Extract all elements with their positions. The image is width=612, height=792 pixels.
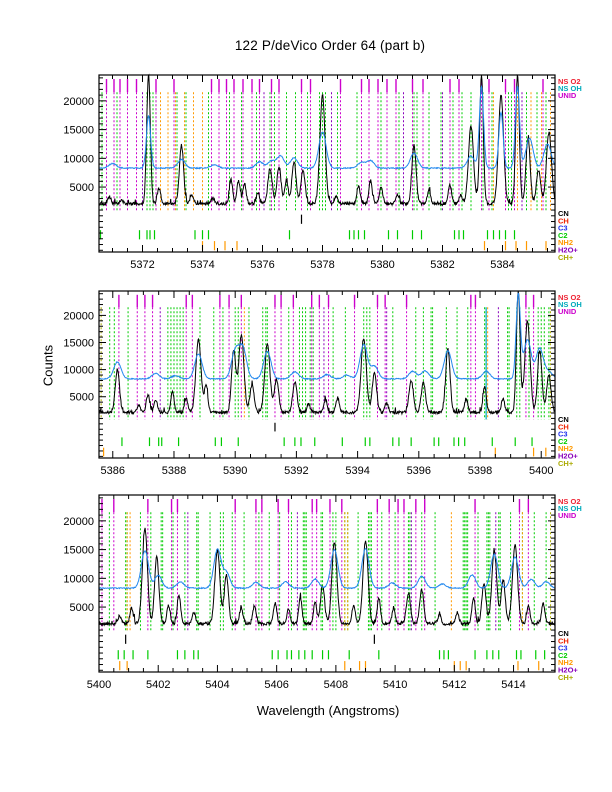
panel-frame: [98, 494, 556, 673]
legend-species-h2o-: H2O+: [558, 452, 578, 461]
spectrum-panel-1: 5372 5374 5376 5378 5380 5382 5384 5000 10000 150…: [63, 73, 582, 271]
x-tick-label: 5404: [205, 679, 229, 691]
legend-ns-o2: NS O2: [558, 77, 581, 86]
x-tick-label: 5374: [190, 259, 214, 271]
legend-ns-oh: NS OH: [558, 300, 582, 309]
reference-spectrum-trace: [98, 84, 556, 170]
spectrum-panel-3: 5400 5402 5404 5406 5408 5410 5412 5414 5000 1000…: [63, 494, 582, 691]
legend-species-nh2: NH2: [558, 658, 573, 667]
comet-spectrum-trace: [98, 291, 556, 416]
x-tick-label: 5408: [324, 679, 348, 691]
x-tick-label: 5392: [284, 465, 308, 477]
comet-spectrum-trace: [98, 73, 556, 207]
legend-species-ch: CH: [558, 216, 569, 225]
y-tick-label: 5000: [70, 392, 94, 404]
legend-species-c2: C2: [558, 231, 568, 240]
x-tick-label: 5378: [310, 259, 334, 271]
legend-ns-o2: NS O2: [558, 293, 581, 302]
legend-species-ch-: CH+: [558, 253, 574, 262]
y-tick-label: 5000: [70, 182, 94, 194]
legend-species-c2: C2: [558, 651, 568, 660]
legend-species-cn: CN: [558, 415, 569, 424]
x-tick-label: 5380: [370, 259, 394, 271]
x-tick-label: 5406: [264, 679, 288, 691]
x-tick-label: 5396: [407, 465, 431, 477]
reference-spectrum-trace: [98, 292, 556, 381]
legend-unid: UNID: [558, 307, 577, 316]
legend-species-c2: C2: [558, 437, 568, 446]
legend-species-cn: CN: [558, 209, 569, 218]
x-tick-label: 5398: [468, 465, 492, 477]
x-tick-label: 5386: [101, 465, 125, 477]
page-title: 122 P/deVico Order 64 (part b): [234, 38, 426, 53]
y-tick-label: 10000: [63, 153, 94, 165]
x-tick-label: 5372: [130, 259, 154, 271]
x-tick-label: 5376: [250, 259, 274, 271]
legend-species-h2o-: H2O+: [558, 246, 578, 255]
y-tick-label: 20000: [63, 516, 94, 528]
y-tick-label: 20000: [63, 310, 94, 322]
x-axis-label: Wavelength (Angstroms): [256, 703, 400, 718]
x-tick-label: 5388: [162, 465, 186, 477]
x-tick-label: 5384: [490, 259, 514, 271]
y-tick-label: 10000: [63, 573, 94, 585]
legend-unid: UNID: [558, 511, 577, 520]
y-tick-label: 20000: [63, 96, 94, 108]
legend-species-c3: C3: [558, 224, 568, 233]
comet-spectrum-trace: [98, 527, 556, 627]
legend-species-nh2: NH2: [558, 238, 573, 247]
x-tick-label: 5414: [501, 679, 525, 691]
legend-species-ch: CH: [558, 422, 569, 431]
x-tick-label: 5390: [223, 465, 247, 477]
x-tick-label: 5382: [430, 259, 454, 271]
y-tick-label: 5000: [70, 602, 94, 614]
x-tick-label: 5400: [87, 679, 111, 691]
y-tick-label: 10000: [63, 365, 94, 377]
reference-spectrum-trace: [98, 547, 556, 590]
panel-frame: [98, 74, 556, 253]
legend-species-h2o-: H2O+: [558, 666, 578, 675]
legend-species-c3: C3: [558, 644, 568, 653]
x-tick-label: 5400: [529, 465, 553, 477]
spectrum-panel-2: 5386 5388 5390 5392 5394 5396 5398 5400 5000 1000…: [63, 290, 582, 477]
x-tick-label: 5410: [383, 679, 407, 691]
legend-species-cn: CN: [558, 629, 569, 638]
y-tick-label: 15000: [63, 338, 94, 350]
y-tick-label: 15000: [63, 125, 94, 137]
x-tick-label: 5394: [345, 465, 369, 477]
x-tick-label: 5412: [442, 679, 466, 691]
legend-ns-oh: NS OH: [558, 84, 582, 93]
x-tick-label: 5402: [146, 679, 170, 691]
y-tick-label: 15000: [63, 545, 94, 557]
legend-ns-oh: NS OH: [558, 504, 582, 513]
legend-unid: UNID: [558, 91, 577, 100]
legend-species-ch: CH: [558, 636, 569, 645]
legend-ns-o2: NS O2: [558, 497, 581, 506]
legend-species-c3: C3: [558, 430, 568, 439]
legend-species-ch-: CH+: [558, 673, 574, 682]
legend-species-ch-: CH+: [558, 459, 574, 468]
legend-species-nh2: NH2: [558, 444, 573, 453]
